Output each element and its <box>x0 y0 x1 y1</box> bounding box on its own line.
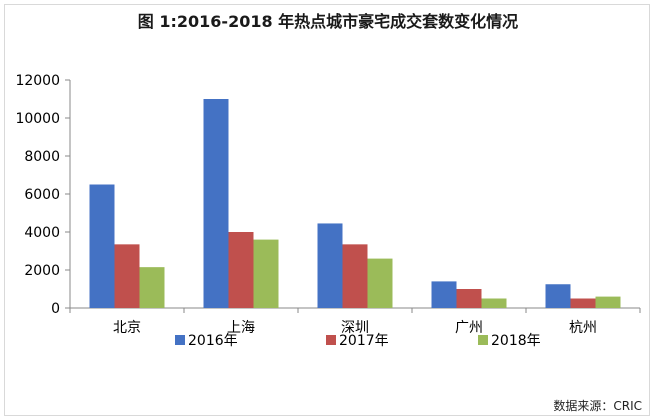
bar-2-0 <box>317 223 343 308</box>
y-tick-label: 6000 <box>24 187 60 203</box>
bar-4-2 <box>595 296 621 308</box>
legend-label-1: 2017年 <box>339 333 389 349</box>
x-tick-label: 杭州 <box>569 320 597 336</box>
bar-3-2 <box>481 298 507 308</box>
legend-swatch-2 <box>478 335 488 345</box>
x-tick-label: 北京 <box>113 320 141 336</box>
chart-axes: 0 2000 4000 6000 8000 10000 12000 北京 上海 深圳 广州 杭州 <box>15 73 641 336</box>
chart-title: 图 1:2016-2018 年热点城市豪宅成交套数变化情况 <box>137 12 519 31</box>
bar-3-1 <box>456 289 482 308</box>
data-source-note: 数据来源：CRIC <box>553 399 642 413</box>
bar-4-0 <box>545 284 571 308</box>
y-tick-label: 4000 <box>24 225 60 241</box>
y-tick-label: 2000 <box>24 263 60 279</box>
x-tick-label: 深圳 <box>341 320 369 336</box>
legend-label-0: 2016年 <box>188 333 238 349</box>
bar-0-1 <box>114 244 140 308</box>
bar-1-2 <box>253 239 279 308</box>
legend-swatch-1 <box>326 335 336 345</box>
chart-legend: 2016年 2017年 2018年 <box>175 333 541 349</box>
x-tick-label: 广州 <box>455 320 483 336</box>
bar-1-1 <box>228 232 254 308</box>
chart-bars <box>89 99 621 308</box>
legend-swatch-0 <box>175 335 185 345</box>
bar-0-0 <box>89 184 115 308</box>
y-tick-label: 8000 <box>24 149 60 165</box>
bar-3-0 <box>431 281 457 308</box>
y-tick-label: 0 <box>51 301 60 317</box>
y-tick-label: 10000 <box>15 111 60 127</box>
x-tick-label: 上海 <box>227 320 255 336</box>
bar-4-1 <box>570 298 596 308</box>
legend-label-2: 2018年 <box>491 333 541 349</box>
bar-2-1 <box>342 244 368 308</box>
y-tick-label: 12000 <box>15 73 60 89</box>
bar-0-2 <box>139 267 165 308</box>
bar-2-2 <box>367 258 393 308</box>
bar-1-0 <box>203 99 229 308</box>
